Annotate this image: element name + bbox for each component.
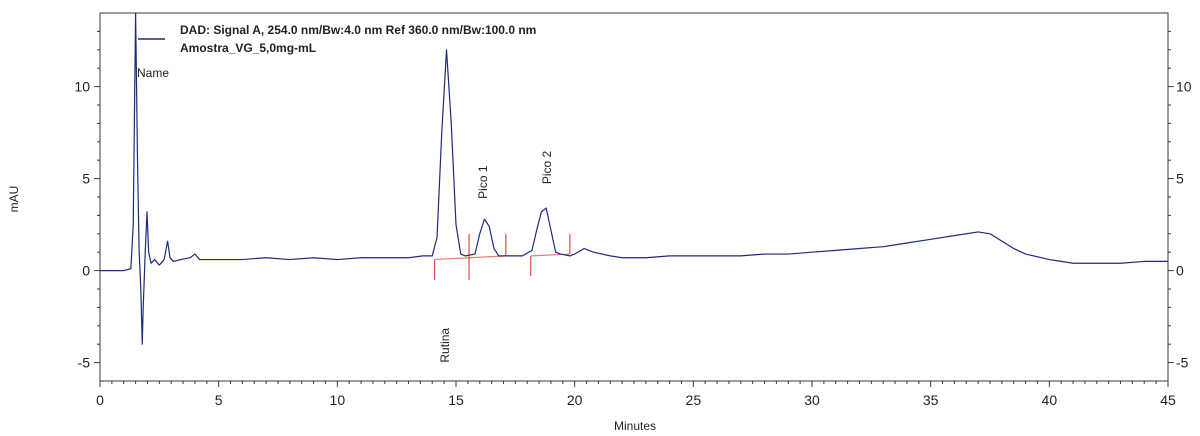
baseline-segment xyxy=(434,257,470,261)
y-left-tick-label: 10 xyxy=(74,79,90,95)
legend-entry: Amostra_VG_5,0mg-mL xyxy=(180,41,316,55)
x-tick-label: 0 xyxy=(96,392,104,408)
y-right-tick-label: -5 xyxy=(1176,355,1189,371)
x-tick-label: 35 xyxy=(923,392,939,408)
x-tick-label: 25 xyxy=(686,392,702,408)
x-axis-label: Minutes xyxy=(614,419,656,433)
x-tick-label: 5 xyxy=(215,392,223,408)
series-line xyxy=(100,12,1168,345)
y-right-tick-label: 0 xyxy=(1176,263,1184,279)
y-left-tick-label: -5 xyxy=(78,355,91,371)
y-right-tick-label: 10 xyxy=(1176,79,1192,95)
y-axis-label: mAU xyxy=(7,186,21,213)
y-left-tick-label: 0 xyxy=(82,263,90,279)
plot-frame xyxy=(99,12,1169,382)
legend-name-label: Name xyxy=(137,66,169,80)
x-tick-label: 40 xyxy=(1042,392,1058,408)
peak-annotation: Rutina xyxy=(438,328,452,363)
x-tick-label: 15 xyxy=(448,392,464,408)
x-tick-label: 45 xyxy=(1160,392,1176,408)
y-right-tick-label: 5 xyxy=(1176,171,1184,187)
x-tick-label: 20 xyxy=(567,392,583,408)
x-tick-label: 10 xyxy=(330,392,346,408)
x-tick-label: 30 xyxy=(804,392,820,408)
legend-entry: DAD: Signal A, 254.0 nm/Bw:4.0 nm Ref 36… xyxy=(180,23,536,37)
peak-annotation: Pico 1 xyxy=(476,165,490,199)
peak-annotation: Pico 2 xyxy=(540,150,554,184)
y-left-tick-label: 5 xyxy=(82,171,90,187)
